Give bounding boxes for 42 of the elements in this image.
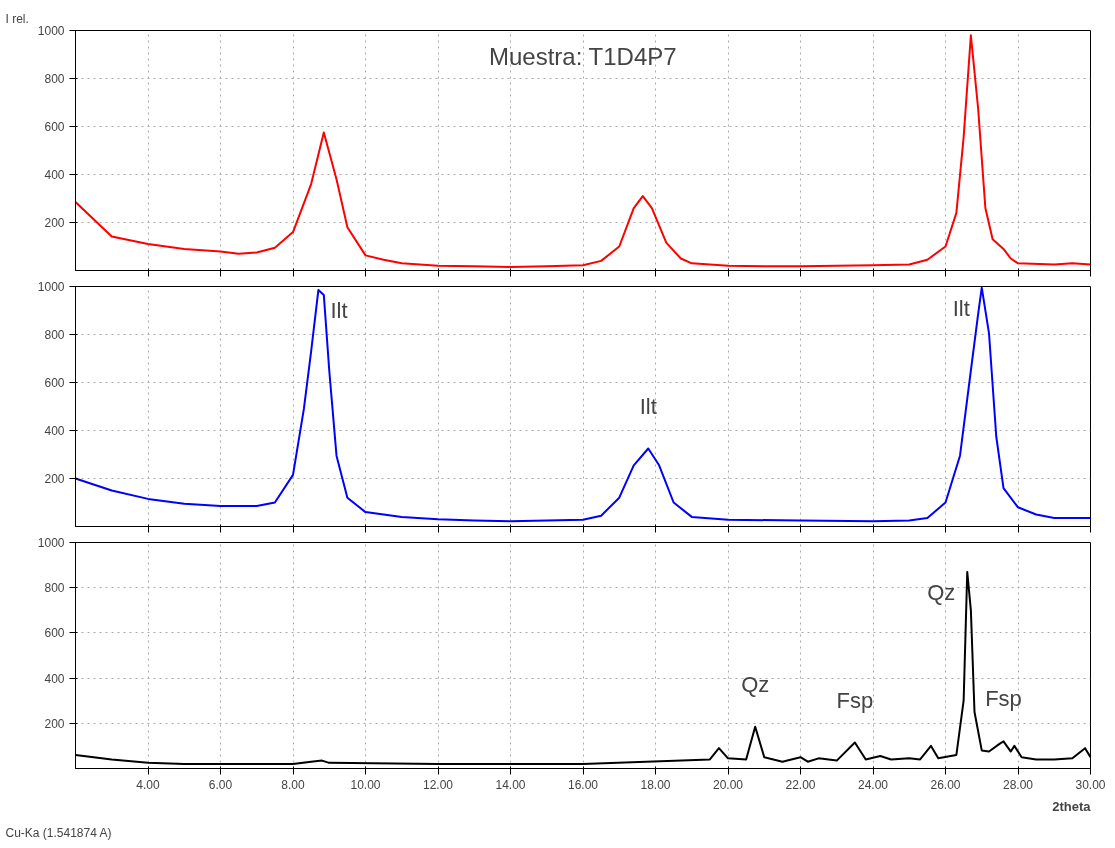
x-tick-label: 18.00 (640, 777, 671, 792)
y-tick-label: 400 (44, 424, 65, 438)
x-tick-label: 22.00 (785, 777, 816, 792)
x-tick-label: 6.00 (208, 777, 233, 792)
y-tick-label: 600 (44, 626, 65, 641)
x-tick-label: 10.00 (350, 777, 381, 792)
x-tick-label: 16.00 (567, 777, 599, 792)
x-tick-label: 4.00 (136, 777, 160, 792)
y-tick-label: 800 (44, 328, 65, 342)
annotation: Fsp (985, 686, 1022, 712)
text: Muestra: T1D4P7 (488, 42, 677, 70)
annotation: Fsp (836, 687, 874, 713)
y-tick-label: 200 (44, 216, 65, 230)
y-tick-label: 200 (44, 472, 65, 486)
x-tick-label: 28.00 (1002, 777, 1034, 792)
annotation: Ilt (639, 393, 657, 419)
line-series (75, 286, 1091, 523)
annotation: Qz (741, 671, 770, 697)
y-tick-label: 1000 (37, 24, 65, 38)
y-tick-label: 400 (44, 168, 65, 182)
y-tick-label: 1000 (37, 536, 65, 550)
y-tick-label: 400 (44, 671, 65, 686)
x-tick-label: 20.00 (712, 777, 744, 792)
x-tick-label: 14.00 (495, 777, 526, 792)
annotation: Qz (927, 579, 956, 605)
x-tick-label: 8.00 (281, 777, 305, 792)
annotation: Ilt (330, 298, 348, 324)
y-tick-label: 800 (44, 72, 65, 86)
y-tick-label: 200 (44, 716, 65, 731)
y-axis-title: I rel. (5, 11, 29, 26)
x-tick-label: 12.00 (422, 777, 454, 792)
x-tick-label: 26.00 (930, 777, 961, 792)
x-axis-title: 2theta (1052, 798, 1092, 814)
line-series (75, 34, 1091, 268)
y-tick-label: 1000 (37, 280, 65, 294)
text: Cu-Ka (1.541874 A) (5, 825, 112, 840)
y-tick-label: 800 (44, 581, 65, 596)
x-tick-label: 30.00 (1075, 777, 1106, 792)
y-tick-label: 600 (44, 120, 65, 134)
y-tick-label: 600 (44, 376, 65, 390)
annotation: Ilt (952, 295, 970, 321)
x-tick-label: 24.00 (857, 777, 889, 792)
